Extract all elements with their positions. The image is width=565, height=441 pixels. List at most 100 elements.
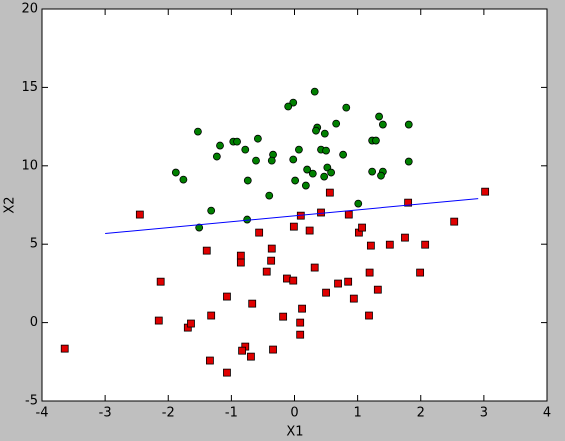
point [310,263,319,272]
point [481,187,490,196]
point [135,210,144,219]
point [385,240,394,249]
point [365,268,374,277]
y-tick-label: 10 [21,158,38,173]
fit-line [105,198,479,235]
point [247,352,255,361]
point [298,304,306,313]
x-tick-label: -3 [99,406,112,421]
point [295,145,303,154]
point [322,288,330,297]
x-axis-label: X1 [286,425,303,440]
point [267,244,276,253]
point [267,256,276,265]
point [252,156,260,165]
point [296,330,305,339]
point [236,251,245,260]
point [334,279,342,288]
point [296,318,305,327]
point [171,168,180,177]
point [284,102,293,111]
point [375,112,383,121]
point [404,157,413,166]
point [243,176,252,185]
point [377,171,385,180]
point [194,127,202,136]
point [310,87,319,96]
point [253,134,262,143]
point [207,311,216,320]
point [349,294,358,303]
point [291,176,300,185]
x-tick-label: -1 [225,406,238,421]
point [289,276,298,285]
point [401,233,409,242]
point [303,165,312,174]
point [223,368,231,377]
point [404,120,413,129]
point [202,246,211,255]
point [308,169,317,178]
point [154,316,163,325]
x-tick-label: 1 [353,406,361,421]
y-tick-label: 15 [21,80,38,95]
point [289,155,298,164]
point [339,150,348,159]
point [404,198,413,207]
point [289,222,298,231]
point [312,126,320,135]
point [320,129,329,138]
y-tick-label: 20 [21,2,38,17]
point [305,226,314,235]
point [60,344,69,353]
point [358,223,366,232]
point [344,210,353,219]
point [241,145,250,154]
point [450,217,459,226]
point [301,181,310,190]
y-tick-label: 0 [30,315,38,330]
point [368,167,377,176]
point [195,223,204,232]
point [255,228,264,237]
point [233,137,241,146]
point [320,172,329,181]
point [179,175,188,184]
point [325,188,334,197]
point [262,267,271,276]
point [279,312,288,321]
y-tick-label: -5 [25,394,38,409]
point [207,206,216,215]
x-tick-label: -4 [36,406,49,421]
point [238,346,247,355]
point [416,268,425,277]
point [317,208,325,217]
point [223,292,231,301]
point [269,345,277,354]
x-tick-label: 2 [417,406,425,421]
point [342,103,351,112]
point [289,98,298,107]
point [378,120,387,129]
point [354,199,363,208]
plot-frame [41,8,548,402]
point [212,152,221,161]
point [373,285,382,294]
point [187,319,195,328]
point [421,240,430,249]
point [156,277,165,286]
x-tick-label: 4 [543,406,551,421]
y-tick-label: 5 [30,237,38,252]
x-tick-label: 0 [290,406,298,421]
point [322,146,330,155]
point [327,168,336,177]
point [372,136,380,145]
x-tick-label: 3 [480,406,488,421]
point [216,141,224,150]
point [366,241,375,250]
point [248,299,257,308]
y-axis-label: X2 [3,196,18,213]
point [206,356,214,365]
x-tick-label: -2 [162,406,175,421]
